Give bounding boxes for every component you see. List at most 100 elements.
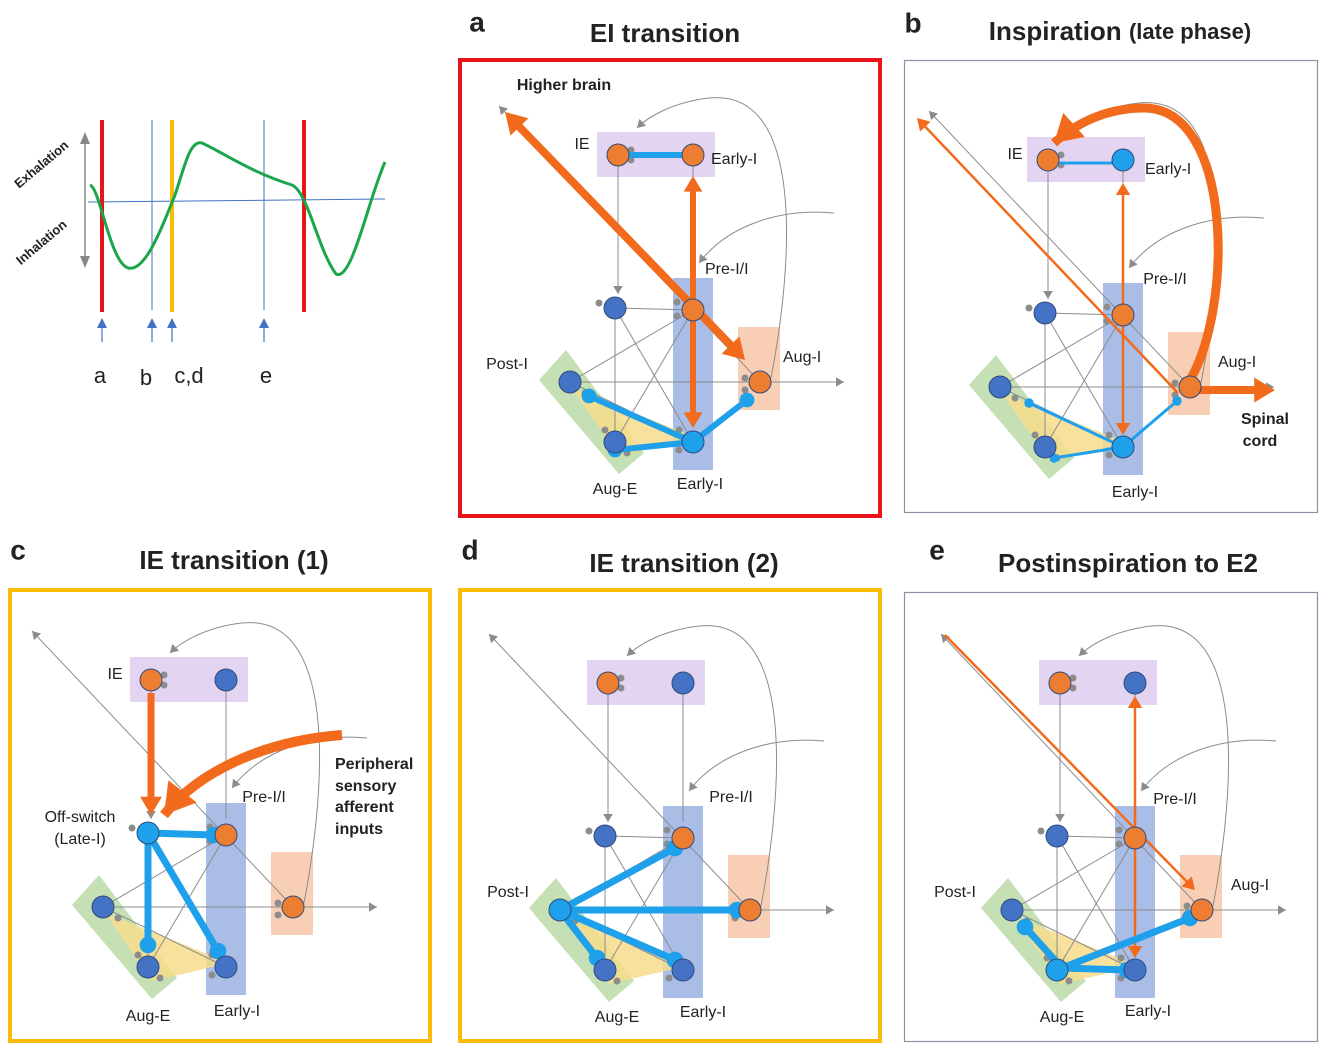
synapse (740, 393, 755, 408)
synapse (1104, 304, 1111, 311)
synapse (1038, 828, 1045, 835)
panel-title: Inspiration (late phase) (989, 16, 1251, 46)
neuron (1034, 436, 1056, 458)
node-label: Post-I (486, 356, 528, 373)
node-label: Pre-I/I (705, 261, 749, 278)
y-label: Inhalation (13, 217, 70, 268)
aug-i-box (271, 852, 313, 935)
synapse (115, 915, 122, 922)
neuron (597, 672, 619, 694)
neuron (1124, 959, 1146, 981)
arrow-head (613, 286, 623, 294)
synapse (602, 427, 609, 434)
neuron (1124, 672, 1146, 694)
baseline (88, 199, 385, 202)
node-label: IE (107, 666, 122, 683)
synapse (140, 937, 157, 954)
marker-label: e (260, 363, 272, 388)
node-label: IE (574, 136, 589, 153)
synapse (614, 978, 621, 985)
node-label: Aug-I (1231, 877, 1269, 894)
panel-letter: d (461, 534, 478, 565)
panel-letter: a (469, 6, 485, 37)
network: IEPre-I/IOff-switch(Late-I)Peripheralsen… (32, 623, 413, 1026)
neuron (1191, 899, 1213, 921)
neuron (282, 896, 304, 918)
node-label: Spinal (1241, 411, 1289, 428)
node-label: Early-I (214, 1003, 260, 1020)
page: Exhalation Inhalation a b c,d e a EI tra… (0, 0, 1324, 1045)
synapse (1024, 398, 1033, 407)
arrow-head (1129, 259, 1138, 268)
aug-i-box (728, 855, 770, 938)
node-label: Post-I (487, 884, 529, 901)
neuron (1112, 304, 1134, 326)
neuron (672, 827, 694, 849)
neuron (739, 899, 761, 921)
figure: Exhalation Inhalation a b c,d e a EI tra… (0, 0, 1324, 1045)
arrow-head (1116, 183, 1130, 195)
synapse (676, 447, 683, 454)
synapse (1106, 452, 1113, 459)
synapse (1172, 396, 1181, 405)
synapse (664, 827, 671, 834)
connection (1141, 740, 1276, 791)
neuron (137, 956, 159, 978)
arrow-head (1141, 782, 1150, 791)
node-label: Aug-E (126, 1008, 170, 1025)
node-label: Post-I (934, 884, 976, 901)
synapse (1184, 903, 1191, 910)
node-label: Early-I (1112, 484, 1158, 501)
neuron (749, 371, 771, 393)
panel-letter: b (904, 7, 921, 38)
neuron (1046, 959, 1068, 981)
neuron (1046, 825, 1068, 847)
aug-i-box (1180, 855, 1222, 938)
arrow-head (1079, 647, 1088, 656)
node-label: Off-switch (45, 809, 116, 826)
arrow-head (826, 905, 834, 915)
node-label: IE (1007, 146, 1022, 163)
neuron (1112, 436, 1134, 458)
arrow-head (97, 318, 107, 328)
node-label: Aug-E (593, 481, 637, 498)
marker-label: a (94, 363, 107, 388)
panel-title: Postinspiration to E2 (998, 548, 1258, 578)
arrow-head (627, 647, 636, 656)
synapse (742, 387, 749, 394)
title-main: Inspiration (989, 16, 1122, 46)
neuron (604, 431, 626, 453)
neuron (1001, 899, 1023, 921)
neuron (1179, 376, 1201, 398)
node-label: Aug-I (1218, 354, 1256, 371)
arrow-head (603, 814, 613, 822)
neuron (92, 896, 114, 918)
neuron (1049, 672, 1071, 694)
synapse (275, 900, 282, 907)
arrow-head (232, 779, 241, 788)
synapse (1066, 978, 1073, 985)
node-label: Aug-E (1040, 1009, 1084, 1026)
node-label: (Late-I) (54, 831, 106, 848)
node-label: sensory (335, 778, 396, 795)
arrow-head (689, 782, 698, 791)
neuron (215, 669, 237, 691)
node-label: Early-I (711, 151, 757, 168)
synapse (1032, 432, 1039, 439)
synapse (1116, 827, 1123, 834)
node-label: Early-I (680, 1004, 726, 1021)
arrow-head (80, 256, 90, 268)
arrow-head (140, 797, 162, 815)
neuron (682, 144, 704, 166)
node-label: Early-I (677, 476, 723, 493)
neuron (672, 959, 694, 981)
neuron (140, 669, 162, 691)
panel-title: IE transition (1) (139, 545, 328, 575)
network: IEEarly-IPre-I/IAug-ISpinalcordEarly-I (917, 103, 1289, 502)
arrow-head (1254, 378, 1275, 403)
panel-title: EI transition (590, 18, 740, 48)
synapse (666, 975, 673, 982)
marker-label: c,d (174, 363, 203, 388)
neuron (1124, 827, 1146, 849)
synapse (275, 912, 282, 919)
